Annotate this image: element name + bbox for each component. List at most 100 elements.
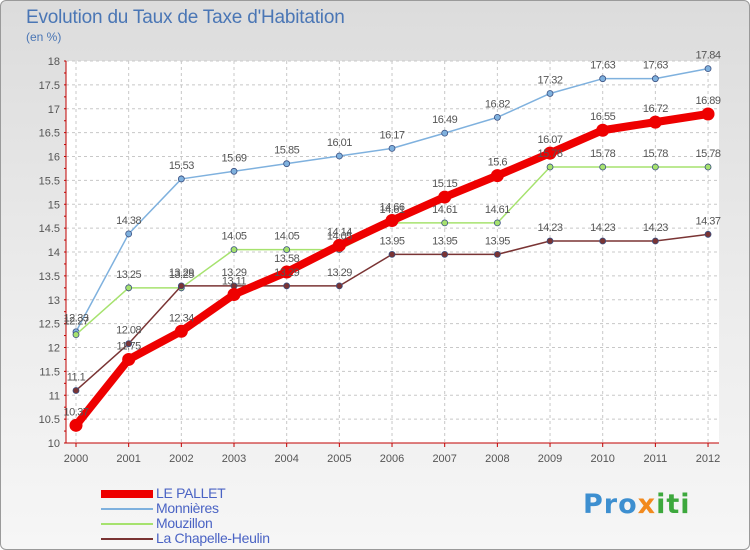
data-point-le-pallet <box>385 213 399 227</box>
data-label-mouzillon: 14.05 <box>221 231 246 243</box>
data-label-le-pallet: 16.07 <box>538 134 563 146</box>
y-tick-label: 12.5 <box>39 319 60 331</box>
data-point-le-pallet <box>648 115 662 129</box>
legend-label: La Chapelle-Heulin <box>156 530 270 546</box>
data-label-monnieres: 16.82 <box>485 98 510 110</box>
y-tick-label: 16.5 <box>39 128 60 140</box>
y-tick-label: 12 <box>48 343 60 355</box>
y-tick-label: 15.5 <box>39 175 60 187</box>
legend-item-mouzillon: Mouzillon <box>101 516 270 531</box>
logo-part-2: x <box>637 489 657 520</box>
data-point-la-chapelle-heulin <box>599 237 607 245</box>
data-point-la-chapelle-heulin <box>493 250 501 258</box>
data-label-monnieres: 16.49 <box>432 114 457 126</box>
data-label-le-pallet: 13.11 <box>222 275 247 287</box>
data-point-mouzillon <box>72 331 80 339</box>
data-label-la-chapelle-heulin: 13.29 <box>221 267 246 279</box>
y-tick-label: 10 <box>48 438 60 450</box>
data-label-monnieres: 17.32 <box>538 74 563 86</box>
data-label-le-pallet: 16.89 <box>696 95 721 107</box>
x-tick-label: 2008 <box>485 453 509 465</box>
x-tick-label: 2000 <box>64 453 88 465</box>
data-point-monnieres <box>125 230 133 238</box>
data-point-le-pallet <box>490 169 504 183</box>
data-label-le-pallet: 16.55 <box>590 111 615 123</box>
data-label-le-pallet: 13.58 <box>274 253 299 265</box>
data-label-la-chapelle-heulin: 11.1 <box>67 371 86 383</box>
data-point-monnieres <box>599 75 607 83</box>
data-label-monnieres: 15.53 <box>169 160 194 172</box>
y-tick-label: 16 <box>48 152 60 164</box>
data-point-mouzillon <box>704 163 712 171</box>
data-point-mouzillon <box>493 219 501 227</box>
data-label-le-pallet: 12.34 <box>169 312 194 324</box>
legend-swatch <box>101 537 153 540</box>
data-point-la-chapelle-heulin <box>335 282 343 290</box>
data-label-mouzillon: 14.05 <box>327 231 352 243</box>
data-label-la-chapelle-heulin: 14.23 <box>538 222 563 234</box>
data-point-le-pallet <box>280 265 294 279</box>
data-point-le-pallet <box>596 123 610 137</box>
data-label-mouzillon: 14.61 <box>432 204 457 216</box>
data-label-mouzillon: 15.78 <box>538 148 563 160</box>
data-label-mouzillon: 13.25 <box>169 269 194 281</box>
data-label-le-pallet: 14.66 <box>380 201 405 213</box>
y-tick-label: 17.5 <box>39 80 60 92</box>
data-label-la-chapelle-heulin: 13.95 <box>432 235 457 247</box>
data-point-la-chapelle-heulin <box>546 237 554 245</box>
legend-label: Mouzillon <box>156 515 213 531</box>
data-point-la-chapelle-heulin <box>177 282 185 290</box>
data-point-mouzillon <box>125 284 133 292</box>
data-label-monnieres: 15.85 <box>274 145 299 157</box>
data-label-mouzillon: 15.78 <box>590 148 615 160</box>
logo-part-3: iti <box>656 489 691 520</box>
data-point-la-chapelle-heulin <box>72 387 80 394</box>
data-label-mouzillon: 12.27 <box>63 316 88 328</box>
data-point-monnieres <box>441 129 449 137</box>
data-label-monnieres: 17.63 <box>590 60 615 72</box>
x-tick-label: 2005 <box>327 453 351 465</box>
x-tick-label: 2007 <box>432 453 456 465</box>
data-point-monnieres <box>388 144 396 152</box>
y-tick-label: 11.5 <box>39 366 60 378</box>
data-label-la-chapelle-heulin: 14.37 <box>696 215 721 227</box>
data-point-mouzillon <box>651 163 659 171</box>
data-label-le-pallet: 10.37 <box>63 406 88 418</box>
data-point-le-pallet <box>543 146 557 160</box>
y-tick-label: 14 <box>48 247 60 259</box>
data-label-mouzillon: 14.61 <box>485 204 510 216</box>
data-point-monnieres <box>546 90 554 97</box>
data-label-le-pallet: 15.6 <box>488 157 508 169</box>
legend-swatch <box>101 507 153 510</box>
data-point-le-pallet <box>438 190 452 204</box>
data-label-le-pallet: 14.14 <box>327 226 352 238</box>
data-point-le-pallet <box>332 238 346 252</box>
x-tick-label: 2011 <box>644 453 668 465</box>
data-point-monnieres <box>493 113 501 121</box>
data-label-monnieres: 14.38 <box>116 215 141 227</box>
data-label-monnieres: 16.01 <box>327 137 352 149</box>
chart-legend: LE PALLET Monnières Mouzillon La Chapelle-H… <box>101 486 270 546</box>
data-point-monnieres <box>283 160 291 168</box>
data-label-la-chapelle-heulin: 14.23 <box>643 222 668 234</box>
data-label-mouzillon: 13.25 <box>116 269 141 281</box>
data-label-mouzillon: 14.05 <box>274 231 299 243</box>
data-label-la-chapelle-heulin: 14.23 <box>590 222 615 234</box>
legend-swatch <box>101 522 153 525</box>
data-label-monnieres: 17.84 <box>696 50 721 62</box>
data-label-la-chapelle-heulin: 13.95 <box>380 235 405 247</box>
legend-item-monnieres: Monnières <box>101 501 270 516</box>
data-point-le-pallet <box>122 352 136 366</box>
data-point-le-pallet <box>227 287 241 301</box>
data-point-mouzillon <box>441 219 449 227</box>
legend-item-le-pallet: LE PALLET <box>101 486 270 501</box>
data-point-la-chapelle-heulin <box>651 237 659 245</box>
data-point-la-chapelle-heulin <box>704 230 712 238</box>
data-label-la-chapelle-heulin: 13.95 <box>485 235 510 247</box>
data-point-la-chapelle-heulin <box>125 340 133 348</box>
legend-label: Monnières <box>156 500 219 516</box>
x-tick-label: 2002 <box>169 453 193 465</box>
proxiti-logo: Proxiti <box>583 489 691 520</box>
data-point-le-pallet <box>69 418 83 432</box>
